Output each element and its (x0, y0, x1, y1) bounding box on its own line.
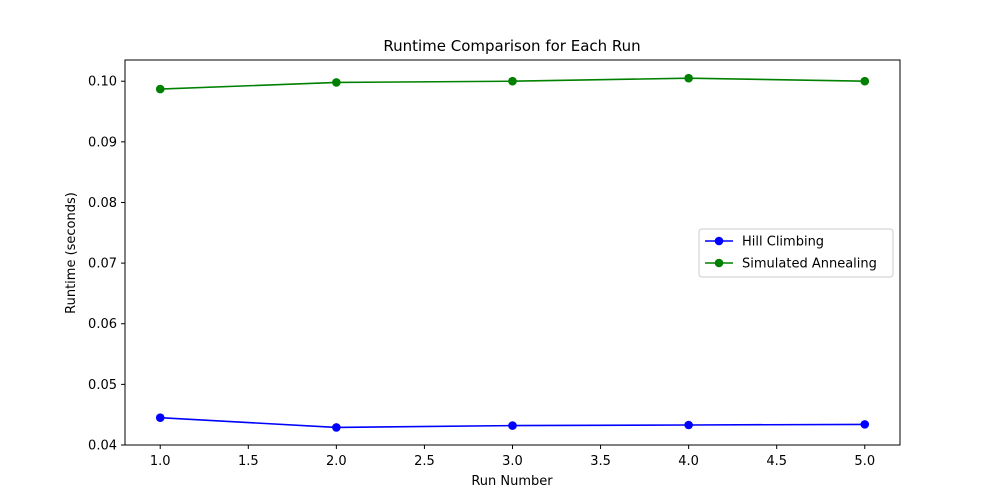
y-axis-label: Runtime (seconds) (64, 192, 79, 314)
legend-marker (714, 258, 724, 268)
y-tick-label: 0.10 (88, 75, 117, 90)
data-point (860, 76, 870, 86)
y-tick-label: 0.06 (88, 317, 117, 332)
y-tick-label: 0.08 (88, 196, 117, 211)
y-tick-label: 0.07 (88, 257, 117, 272)
data-point (508, 76, 517, 86)
legend-label: Hill Climbing (742, 235, 824, 250)
legend-box (698, 228, 894, 278)
x-tick-label: 1.5 (238, 454, 259, 469)
x-tick-label: 1.0 (150, 454, 171, 469)
y-tick-label: 0.05 (88, 378, 117, 393)
x-tick-label: 4.0 (678, 454, 699, 469)
x-tick-label: 2.0 (326, 454, 347, 469)
legend: Hill Climbing Simulated Annealing (698, 228, 894, 278)
legend-marker (714, 236, 724, 246)
x-tick-label: 3.0 (502, 454, 523, 469)
data-point (155, 84, 165, 94)
data-point (332, 78, 341, 87)
data-point (684, 73, 693, 83)
x-tick-label: 3.5 (590, 454, 611, 469)
x-tick-label: 5.0 (854, 454, 875, 469)
chart-title: Runtime Comparison for Each Run (383, 37, 640, 55)
data-point (508, 421, 517, 430)
x-axis-label: Run Number (471, 474, 553, 489)
plot-area: 1.0 1.5 2.0 2.5 3.0 3.5 4.0 4.5 5.0 0.04 0.05 0.06 0… (88, 59, 901, 469)
data-point (684, 420, 693, 430)
legend-label: Simulated Annealing (742, 257, 877, 272)
y-tick-label: 0.04 (88, 439, 117, 454)
x-tick-label: 4.5 (766, 454, 787, 469)
data-point (860, 420, 870, 429)
y-tick-label: 0.09 (88, 135, 117, 150)
data-point (155, 413, 165, 423)
data-point (332, 423, 341, 432)
x-tick-label: 2.5 (414, 454, 435, 469)
